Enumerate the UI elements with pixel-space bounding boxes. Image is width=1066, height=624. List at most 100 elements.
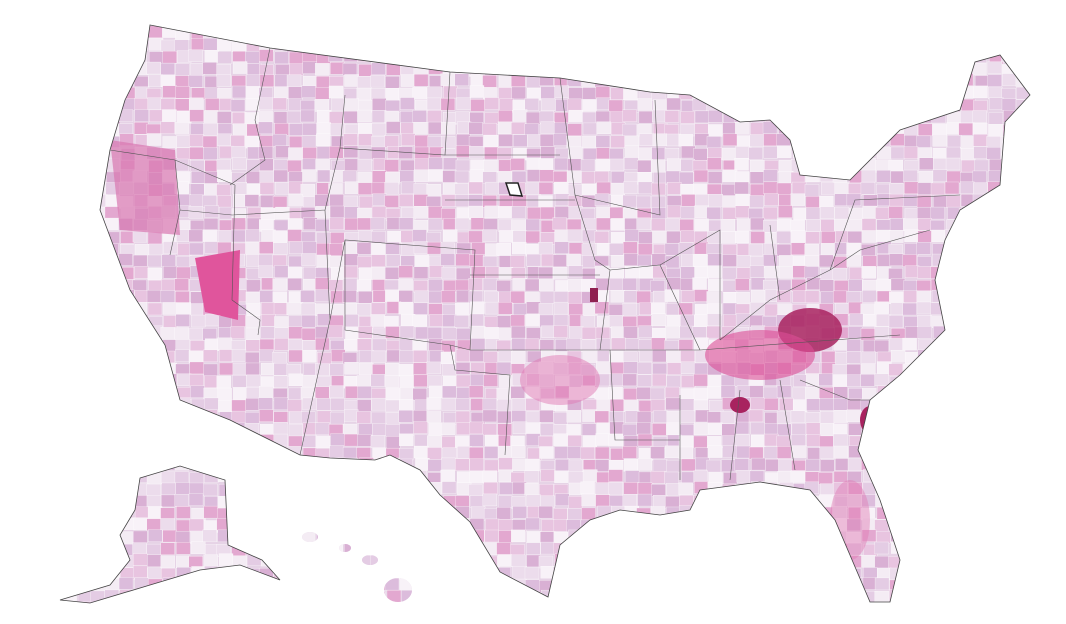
county-cell xyxy=(371,518,386,531)
county-cell xyxy=(1016,519,1030,532)
county-cell xyxy=(707,445,723,458)
county-cell xyxy=(484,316,499,329)
county-cell xyxy=(414,254,429,267)
county-cell xyxy=(1002,506,1017,520)
county-cell xyxy=(60,469,65,482)
county-cell xyxy=(989,244,1004,257)
county-cell xyxy=(987,230,1002,243)
county-cell xyxy=(554,39,569,53)
county-cell xyxy=(568,25,584,27)
county-cell xyxy=(807,604,821,616)
county-cell xyxy=(258,97,274,110)
county-cell xyxy=(903,169,918,183)
county-cell xyxy=(482,122,497,136)
county-cell xyxy=(819,494,834,507)
county-cell xyxy=(779,397,794,411)
county-cell xyxy=(315,206,331,219)
county-cell xyxy=(722,254,737,267)
county-cell xyxy=(498,219,513,232)
county-cell xyxy=(440,242,455,256)
county-cell xyxy=(568,265,584,278)
county-cell xyxy=(611,326,626,339)
county-cell xyxy=(806,27,821,40)
county-cell xyxy=(763,63,779,77)
county-cell xyxy=(567,291,583,304)
county-cell xyxy=(329,243,344,256)
hotspot xyxy=(195,250,240,320)
county-cell xyxy=(553,412,568,425)
county-cell xyxy=(356,303,372,316)
county-cell xyxy=(219,27,234,41)
county-cell xyxy=(274,25,289,26)
county-cell xyxy=(78,182,94,195)
county-cell xyxy=(1002,73,1017,86)
county-cell xyxy=(247,482,262,495)
county-cell xyxy=(428,532,444,545)
county-cell xyxy=(609,495,624,508)
county-cell xyxy=(679,424,695,437)
county-cell xyxy=(889,506,904,519)
county-cell xyxy=(246,436,261,449)
county-cell xyxy=(916,290,931,303)
county-cell xyxy=(60,75,66,88)
county-cell xyxy=(217,133,232,147)
county-cell xyxy=(764,193,779,206)
county-cell xyxy=(356,87,372,101)
county-cell xyxy=(987,328,1002,341)
county-cell xyxy=(259,409,274,422)
county-cell xyxy=(777,604,791,616)
county-cell xyxy=(316,519,331,532)
county-cell xyxy=(694,231,709,244)
county-cell xyxy=(511,86,526,100)
county-cell xyxy=(1016,242,1030,255)
county-cell xyxy=(440,50,456,63)
county-cell xyxy=(721,97,736,111)
county-cell xyxy=(566,253,581,267)
county-cell xyxy=(398,531,413,545)
county-cell xyxy=(778,266,794,279)
county-cell xyxy=(413,50,428,64)
county-cell xyxy=(218,448,234,461)
county-cell xyxy=(385,567,400,580)
county-cell xyxy=(119,602,134,603)
county-cell xyxy=(358,518,373,531)
county-cell xyxy=(625,338,640,351)
county-cell xyxy=(917,182,933,195)
county-cell xyxy=(203,554,218,567)
county-cell xyxy=(525,433,541,446)
county-cell xyxy=(664,148,680,161)
county-cell xyxy=(315,386,330,399)
county-cell xyxy=(245,242,260,255)
county-cell xyxy=(120,339,135,352)
county-cell xyxy=(456,387,471,400)
county-cell xyxy=(217,566,232,579)
county-cell xyxy=(651,62,666,75)
county-cell xyxy=(975,577,990,591)
county-cell xyxy=(372,423,388,436)
county-cell xyxy=(567,62,582,75)
county-cell xyxy=(554,193,570,206)
county-cell xyxy=(147,267,162,281)
county-cell xyxy=(426,97,442,111)
county-cell xyxy=(1029,374,1030,387)
county-cell xyxy=(359,495,374,508)
county-cell xyxy=(888,51,903,64)
county-cell xyxy=(133,602,148,603)
county-cell xyxy=(861,602,876,603)
county-cell xyxy=(316,243,331,256)
county-cell xyxy=(272,542,287,555)
county-cell xyxy=(205,459,220,472)
county-cell xyxy=(358,229,373,243)
county-cell xyxy=(400,74,416,87)
county-cell xyxy=(610,182,626,196)
county-cell xyxy=(735,278,750,291)
county-cell xyxy=(567,98,582,112)
county-cell xyxy=(288,590,303,603)
county-cell xyxy=(888,206,903,219)
county-cell xyxy=(959,265,974,278)
county-cell xyxy=(64,218,79,232)
county-cell xyxy=(610,87,625,100)
county-cell xyxy=(455,303,470,316)
county-cell xyxy=(960,230,975,243)
county-cell xyxy=(161,482,176,496)
